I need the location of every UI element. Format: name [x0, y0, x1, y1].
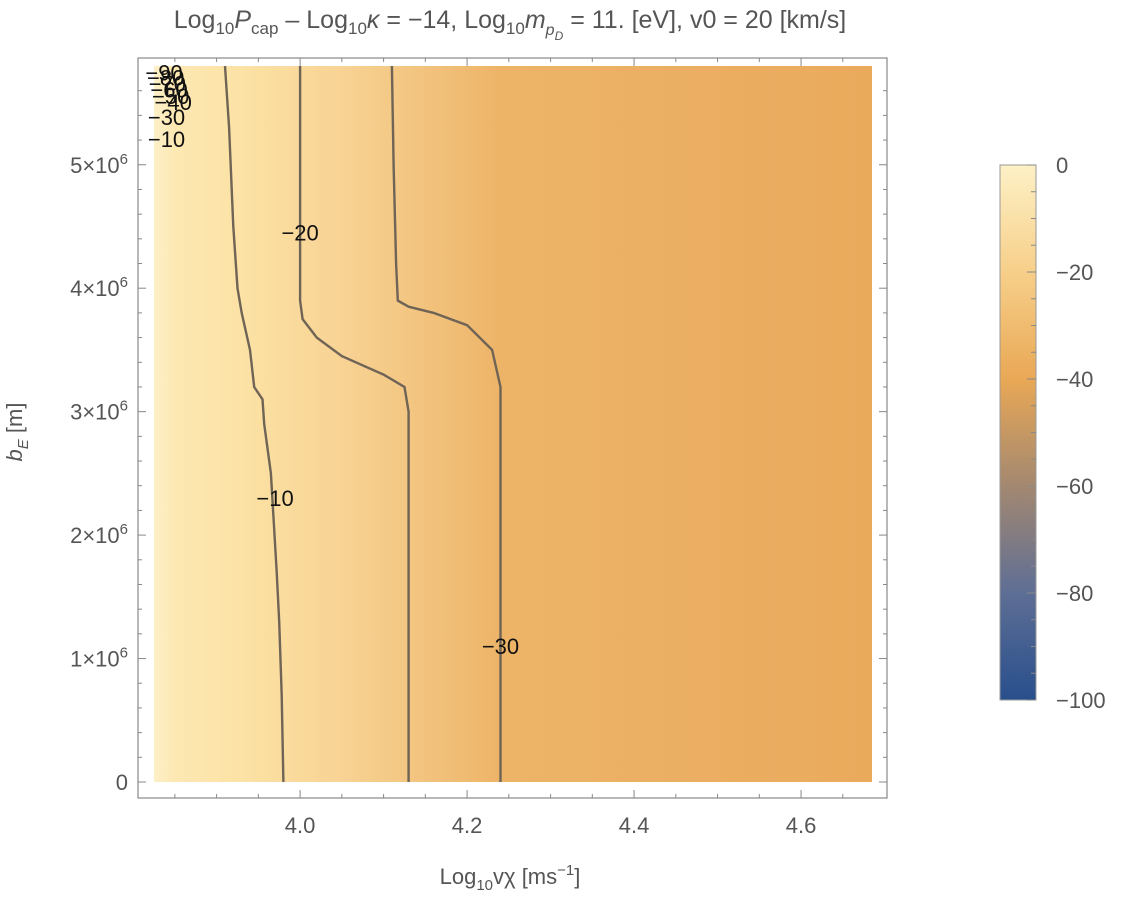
x-tick-label: 4.4	[619, 813, 650, 838]
y-axis-ticks: 0 1×106 2×106 3×106 4×106 5×106	[70, 90, 887, 795]
crowded-contour-label: −40	[155, 90, 192, 115]
colorbar: 0 −20 −40 −60 −80 −100	[999, 153, 1106, 713]
x-axis-ticks: 4.0 4.2 4.4 4.6	[174, 58, 844, 838]
y-tick-label: 1×106	[70, 645, 128, 672]
x-axis-label: Log10vχ [ms−1]	[440, 862, 581, 894]
y-tick-label: 2×106	[70, 521, 128, 548]
crowded-contour-labels: −10−30−40−50−60−70−80−90	[145, 60, 192, 152]
colorbar-gradient	[999, 164, 1037, 701]
y-tick-label: 0	[116, 770, 128, 795]
crowded-contour-label: −60	[150, 78, 187, 103]
contour-line-3	[390, 65, 502, 782]
x-tick-label: 4.0	[285, 813, 316, 838]
crowded-contour-label: −70	[149, 72, 186, 97]
x-tick-label: 4.6	[786, 813, 817, 838]
colorbar-tick-label: 0	[1056, 153, 1068, 178]
contour-lines	[223, 65, 502, 783]
plot-frame	[137, 57, 888, 799]
heatmap-field	[154, 66, 872, 782]
contour-line-2	[298, 66, 410, 782]
crowded-contour-label: −50	[152, 84, 189, 109]
y-tick-label: 4×106	[70, 274, 128, 301]
colorbar-tick-label: −20	[1056, 260, 1093, 285]
crowded-contour-label: −30	[148, 105, 185, 130]
y-tick-label: 5×106	[70, 151, 128, 178]
y-tick-label: 3×106	[70, 398, 128, 425]
contour-label: −10	[256, 486, 293, 511]
colorbar-ticks: 0 −20 −40 −60 −80 −100	[1027, 153, 1106, 713]
chart-title: Log10Pcap – Log10κ = −14, Log10mpD = 11.…	[174, 6, 847, 43]
colorbar-tick-label: −100	[1056, 688, 1106, 713]
plot-area: −10−20−30 −10−30−40−50−60−70−80−90 4.0 4.…	[70, 57, 888, 838]
contour-labels: −10 −20 −30	[256, 221, 519, 660]
colorbar-tick-label: −60	[1056, 474, 1093, 499]
x-tick-label: 4.2	[452, 813, 483, 838]
contour-label: −20	[281, 221, 318, 246]
contour-label: −30	[482, 634, 519, 659]
crowded-contour-label: −90	[145, 60, 182, 85]
contour-line-1	[223, 65, 285, 783]
y-axis-label: bE [m]	[2, 403, 32, 462]
crowded-contour-label: −10	[148, 127, 185, 152]
colorbar-tick-label: −80	[1056, 581, 1093, 606]
crowded-contour-label: −80	[147, 65, 184, 90]
colorbar-tick-label: −40	[1056, 367, 1093, 392]
